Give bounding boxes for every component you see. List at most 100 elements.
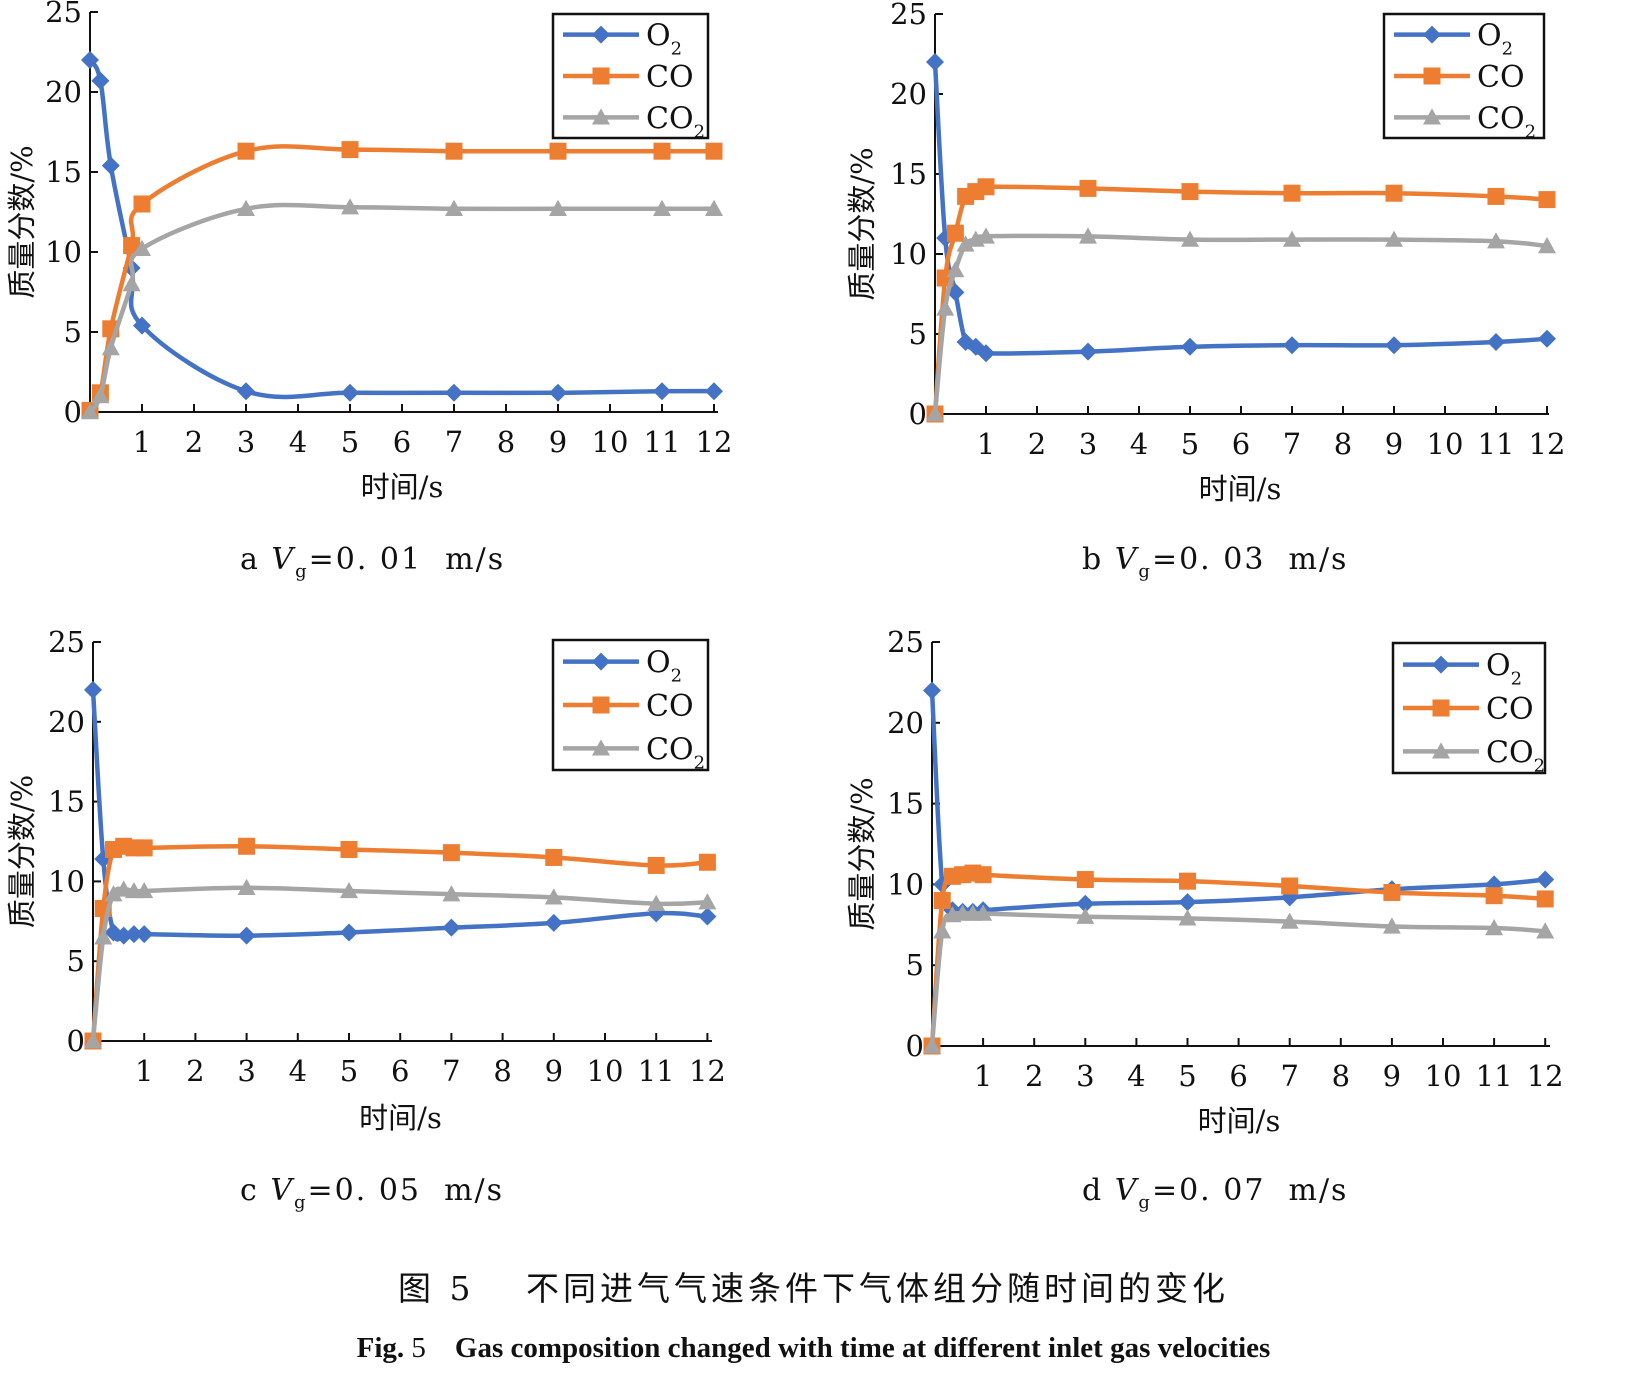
x-tick-label: 1 — [135, 1054, 153, 1088]
panel-caption-part: =0. 05 m/s — [308, 1173, 505, 1208]
x-tick-label: 8 — [497, 425, 515, 459]
x-tick-label: 8 — [493, 1054, 511, 1088]
o2-point — [91, 71, 110, 90]
panel-caption: c Vg=0. 05 m/s — [240, 1173, 504, 1213]
co2-legend-subscript: 2 — [1525, 121, 1536, 142]
x-tick-label: 4 — [289, 1054, 307, 1088]
co-point — [653, 142, 671, 160]
y-tick-label: 20 — [48, 705, 85, 739]
x-tick-label: 11 — [1476, 1059, 1513, 1093]
panel-caption-part: =0. 07 m/s — [1152, 1173, 1349, 1208]
co-point — [647, 856, 665, 874]
x-tick-label: 9 — [545, 1054, 563, 1088]
co2-legend-subscript: 2 — [694, 121, 705, 142]
co-point — [592, 696, 610, 714]
co2-point — [1178, 909, 1197, 926]
x-tick-label: 7 — [1283, 427, 1301, 461]
co-point — [698, 853, 716, 871]
x-tick-label: 3 — [1079, 427, 1097, 461]
o2-point — [1385, 336, 1403, 355]
x-tick-label: 2 — [1025, 1059, 1043, 1093]
co-legend-label: CO — [646, 689, 694, 724]
y-tick-label: 25 — [890, 0, 927, 31]
co2-point — [946, 261, 965, 278]
co-point — [238, 837, 256, 855]
co2-point — [1382, 917, 1401, 934]
co-point — [341, 141, 359, 159]
x-tick-label: 5 — [341, 425, 359, 459]
y-tick-label: 10 — [45, 235, 82, 269]
y-tick-label: 15 — [45, 155, 82, 189]
o2-point — [1432, 655, 1450, 674]
co2-point — [1487, 232, 1505, 249]
x-tick-label: 1 — [977, 427, 995, 461]
o2-point — [1423, 25, 1441, 44]
x-tick-label: 11 — [638, 1054, 675, 1088]
co2-line — [929, 910, 1546, 1047]
o2-point — [1487, 333, 1505, 351]
o2-point — [1079, 342, 1097, 361]
y-tick-label: 25 — [48, 625, 85, 659]
co2-point — [340, 881, 358, 899]
y-tick-label: 10 — [890, 237, 927, 271]
x-tick-label: 9 — [549, 425, 567, 459]
o2-point — [592, 25, 610, 44]
co2-point — [237, 878, 256, 895]
co2-legend-subscript: 2 — [1534, 755, 1545, 776]
x-tick-label: 1 — [974, 1059, 992, 1093]
o2-point — [135, 925, 154, 944]
y-axis-label: 质量分数/% — [5, 145, 39, 298]
co2-point — [101, 339, 120, 356]
co2-point — [698, 893, 717, 910]
o2-legend-subscript: 2 — [671, 666, 682, 687]
o2-point — [81, 51, 99, 69]
o2-point — [544, 913, 563, 932]
y-tick-label: 10 — [48, 864, 85, 898]
y-tick-label: 25 — [45, 0, 82, 29]
y-tick-label: 0 — [64, 395, 82, 429]
x-tick-label: 7 — [442, 1054, 460, 1088]
co-point — [1383, 883, 1401, 901]
o2-point — [923, 681, 941, 700]
co2-point — [1280, 912, 1299, 929]
x-tick-label: 6 — [1229, 1059, 1247, 1093]
x-tick-label: 7 — [445, 425, 463, 459]
co-legend-label: CO — [1477, 60, 1525, 95]
x-tick-label: 10 — [1425, 1059, 1462, 1093]
co-legend-label: CO — [1486, 692, 1534, 727]
figure-caption-en-num: 5 — [404, 1332, 426, 1364]
x-tick-label: 11 — [1478, 427, 1515, 461]
co2-point — [1485, 919, 1504, 936]
co-point — [1536, 890, 1554, 908]
o2-point — [445, 383, 463, 402]
co-point — [1485, 887, 1503, 905]
co-point — [549, 142, 567, 160]
o2-legend-subscript: 2 — [1502, 39, 1513, 60]
co2-point — [81, 403, 99, 420]
x-tick-label: 12 — [689, 1054, 726, 1088]
co-point — [1181, 183, 1199, 201]
x-tick-label: 2 — [185, 425, 203, 459]
co2-point — [653, 199, 671, 216]
x-tick-label: 5 — [340, 1054, 358, 1088]
co-line — [90, 841, 708, 1042]
co-point — [135, 839, 153, 857]
co2-point — [1283, 230, 1301, 247]
co-legend-label: CO — [646, 60, 694, 95]
co-point — [1487, 187, 1505, 205]
o2-point — [237, 926, 256, 945]
y-tick-label: 20 — [887, 706, 924, 740]
x-axis-label: 时间/s — [359, 1101, 442, 1135]
co2-point — [977, 227, 995, 244]
o2-point — [653, 382, 671, 401]
x-tick-label: 6 — [1232, 427, 1250, 461]
co-point — [933, 892, 951, 910]
co2-point — [1536, 922, 1555, 939]
co2-point — [956, 235, 975, 252]
y-tick-label: 5 — [906, 948, 924, 982]
y-tick-label: 15 — [887, 787, 924, 821]
x-tick-label: 8 — [1332, 1059, 1350, 1093]
co2-point — [592, 739, 610, 756]
